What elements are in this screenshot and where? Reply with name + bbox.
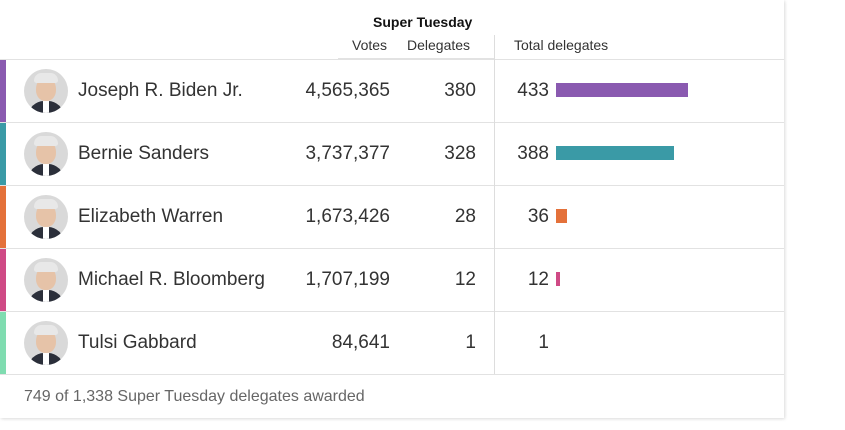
candidate-color-accent xyxy=(0,123,6,185)
table-footer: 749 of 1,338 Super Tuesday delegates awa… xyxy=(0,374,784,419)
candidate-total-delegates: 12 xyxy=(527,269,549,290)
candidate-avatar xyxy=(24,132,68,176)
candidate-row: Bernie Sanders 3,737,377 328 388 xyxy=(0,122,784,185)
candidate-avatar xyxy=(24,258,68,302)
total-delegates-bar xyxy=(556,272,560,286)
column-divider xyxy=(494,35,495,374)
candidate-delegates: 12 xyxy=(454,269,476,290)
candidate-name: Bernie Sanders xyxy=(78,143,209,164)
candidate-color-accent xyxy=(0,186,6,248)
candidate-avatar xyxy=(24,69,68,113)
candidate-color-accent xyxy=(0,312,6,374)
votes-column-header: Votes xyxy=(352,37,388,53)
candidate-delegates: 1 xyxy=(465,332,476,353)
candidate-name: Michael R. Bloomberg xyxy=(78,269,265,290)
candidate-votes: 3,737,377 xyxy=(305,143,390,164)
candidate-name: Elizabeth Warren xyxy=(78,206,224,227)
total-delegates-bar xyxy=(556,209,567,223)
delegates-awarded-note: 749 of 1,338 Super Tuesday delegates awa… xyxy=(24,388,365,405)
results-table: Super Tuesday Votes Delegates Total dele… xyxy=(0,14,784,419)
candidate-row: Joseph R. Biden Jr. 4,565,365 380 433 xyxy=(0,59,784,122)
candidate-total-delegates: 433 xyxy=(517,80,549,101)
header-underline xyxy=(338,58,495,59)
candidate-color-accent xyxy=(0,249,6,311)
candidate-delegates: 380 xyxy=(444,80,476,101)
candidate-total-delegates: 1 xyxy=(538,332,549,353)
delegates-column-header: Delegates xyxy=(407,37,471,53)
candidate-votes: 1,673,426 xyxy=(305,206,390,227)
candidate-name: Joseph R. Biden Jr. xyxy=(78,80,243,101)
candidate-votes: 84,641 xyxy=(331,332,390,353)
candidate-avatar xyxy=(24,321,68,365)
candidate-row: Michael R. Bloomberg 1,707,199 12 12 xyxy=(0,248,784,311)
super-tuesday-header: Super Tuesday xyxy=(373,14,473,30)
candidate-name: Tulsi Gabbard xyxy=(78,332,197,353)
total-delegates-bar xyxy=(556,83,688,97)
candidate-delegates: 328 xyxy=(444,143,476,164)
candidate-votes: 1,707,199 xyxy=(305,269,390,290)
candidate-row: Elizabeth Warren 1,673,426 28 36 xyxy=(0,185,784,248)
total-delegates-column-header: Total delegates xyxy=(514,37,609,53)
candidate-color-accent xyxy=(0,60,6,122)
total-delegates-bar xyxy=(556,146,674,160)
candidate-delegates: 28 xyxy=(454,206,476,227)
candidate-row: Tulsi Gabbard 84,641 1 1 xyxy=(0,311,784,374)
candidate-avatar xyxy=(24,195,68,239)
candidate-total-delegates: 36 xyxy=(527,206,549,227)
candidate-votes: 4,565,365 xyxy=(305,80,390,101)
candidate-total-delegates: 388 xyxy=(517,143,549,164)
